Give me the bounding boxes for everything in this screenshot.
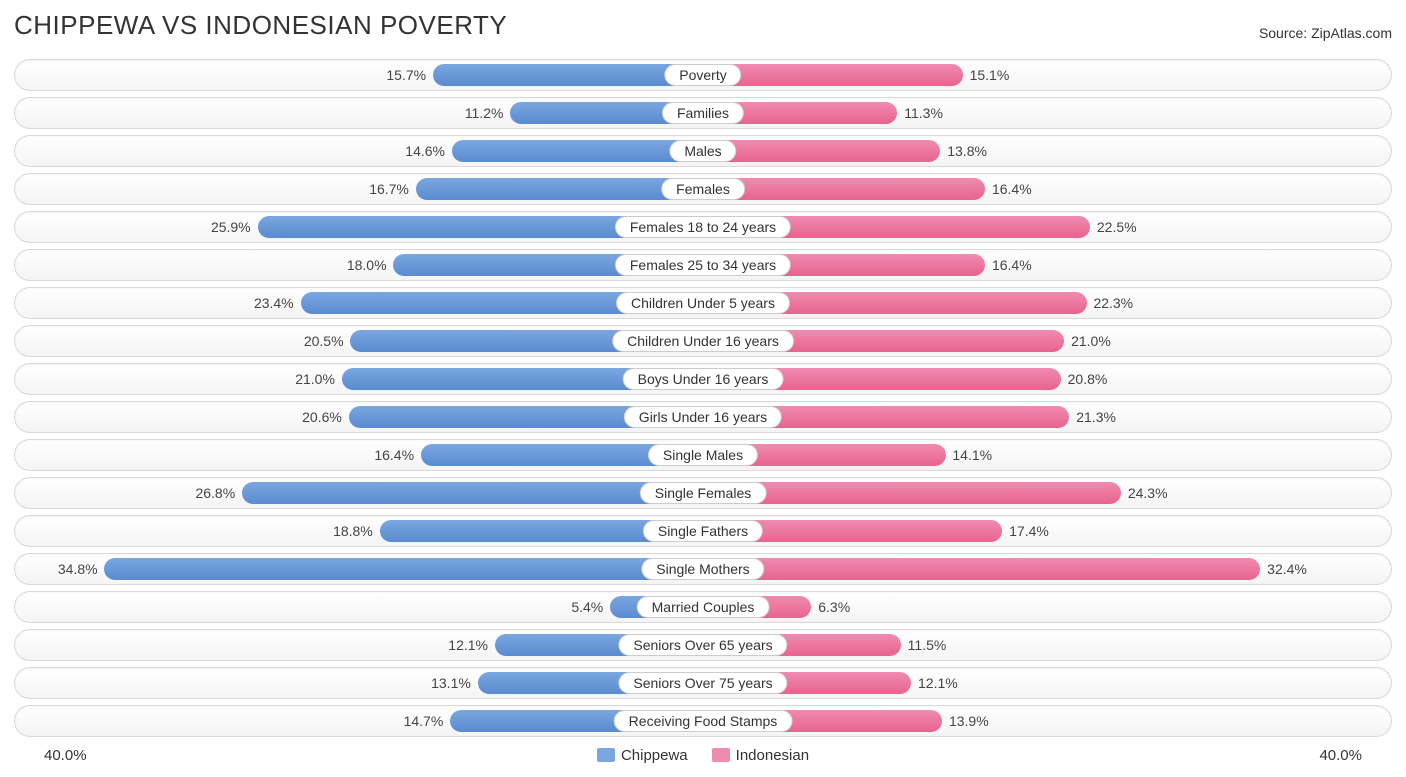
value-left: 34.8%	[58, 561, 98, 577]
category-label: Females 18 to 24 years	[615, 216, 791, 238]
chart-row: 18.8% 17.4% Single Fathers	[14, 515, 1392, 547]
value-left: 21.0%	[295, 371, 335, 387]
category-label: Single Fathers	[643, 520, 763, 542]
category-label: Seniors Over 65 years	[618, 634, 787, 656]
value-right: 17.4%	[1009, 523, 1049, 539]
legend-item-right: Indonesian	[712, 747, 809, 764]
chart-row: 16.4% 14.1% Single Males	[14, 439, 1392, 471]
value-left: 5.4%	[571, 599, 603, 615]
value-right: 13.9%	[949, 713, 989, 729]
chart-row: 20.6% 21.3% Girls Under 16 years	[14, 401, 1392, 433]
chart-row: 15.7% 15.1% Poverty	[14, 59, 1392, 91]
chart-row: 14.7% 13.9% Receiving Food Stamps	[14, 705, 1392, 737]
value-left: 18.0%	[347, 257, 387, 273]
bar-left	[242, 482, 703, 504]
value-left: 16.7%	[369, 181, 409, 197]
value-left: 20.6%	[302, 409, 342, 425]
value-left: 15.7%	[386, 67, 426, 83]
category-label: Boys Under 16 years	[623, 368, 784, 390]
category-label: Females	[661, 178, 745, 200]
value-left: 18.8%	[333, 523, 373, 539]
source-name: ZipAtlas.com	[1311, 25, 1392, 41]
value-left: 16.4%	[374, 447, 414, 463]
value-right: 22.5%	[1097, 219, 1137, 235]
category-label: Poverty	[664, 64, 741, 86]
value-right: 14.1%	[952, 447, 992, 463]
chart-body: 15.7% 15.1% Poverty 11.2% 11.3% Families 14.6%…	[14, 59, 1392, 737]
category-label: Children Under 16 years	[612, 330, 794, 352]
legend-item-left: Chippewa	[597, 747, 688, 764]
axis-max-right: 40.0%	[1319, 747, 1362, 764]
value-left: 13.1%	[431, 675, 471, 691]
chart-row: 5.4% 6.3% Married Couples	[14, 591, 1392, 623]
category-label: Seniors Over 75 years	[618, 672, 787, 694]
chart-header: CHIPPEWA VS INDONESIAN POVERTY Source: Z…	[14, 10, 1392, 41]
bar-left	[416, 178, 703, 200]
source-attribution: Source: ZipAtlas.com	[1259, 25, 1392, 41]
value-left: 14.6%	[405, 143, 445, 159]
chart-row: 23.4% 22.3% Children Under 5 years	[14, 287, 1392, 319]
chart-row: 14.6% 13.8% Males	[14, 135, 1392, 167]
value-right: 6.3%	[818, 599, 850, 615]
value-right: 32.4%	[1267, 561, 1307, 577]
chart-row: 11.2% 11.3% Families	[14, 97, 1392, 129]
chart-title: CHIPPEWA VS INDONESIAN POVERTY	[14, 10, 507, 41]
value-right: 11.5%	[908, 637, 947, 653]
value-right: 20.8%	[1068, 371, 1108, 387]
value-left: 25.9%	[211, 219, 251, 235]
source-prefix: Source:	[1259, 25, 1307, 41]
chart-row: 12.1% 11.5% Seniors Over 65 years	[14, 629, 1392, 661]
value-right: 24.3%	[1128, 485, 1168, 501]
value-right: 16.4%	[992, 181, 1032, 197]
value-right: 16.4%	[992, 257, 1032, 273]
category-label: Single Mothers	[641, 558, 764, 580]
bar-left	[104, 558, 703, 580]
chart-row: 34.8% 32.4% Single Mothers	[14, 553, 1392, 585]
value-left: 14.7%	[404, 713, 444, 729]
bar-right	[703, 64, 963, 86]
value-right: 12.1%	[918, 675, 958, 691]
bar-left	[452, 140, 703, 162]
legend-label-left: Chippewa	[621, 747, 688, 764]
bar-right	[703, 558, 1260, 580]
category-label: Receiving Food Stamps	[614, 710, 793, 732]
category-label: Families	[662, 102, 744, 124]
bar-right	[703, 178, 985, 200]
legend-swatch-left	[597, 748, 615, 762]
bar-left	[433, 64, 703, 86]
category-label: Single Males	[648, 444, 758, 466]
category-label: Children Under 5 years	[616, 292, 790, 314]
value-right: 15.1%	[970, 67, 1010, 83]
category-label: Males	[669, 140, 736, 162]
category-label: Married Couples	[637, 596, 770, 618]
chart-row: 21.0% 20.8% Boys Under 16 years	[14, 363, 1392, 395]
category-label: Single Females	[640, 482, 767, 504]
value-right: 21.0%	[1071, 333, 1111, 349]
chart-row: 13.1% 12.1% Seniors Over 75 years	[14, 667, 1392, 699]
value-left: 20.5%	[304, 333, 344, 349]
value-right: 21.3%	[1076, 409, 1116, 425]
category-label: Females 25 to 34 years	[615, 254, 791, 276]
chart-row: 26.8% 24.3% Single Females	[14, 477, 1392, 509]
legend-swatch-right	[712, 748, 730, 762]
axis-max-left: 40.0%	[44, 747, 87, 764]
chart-row: 16.7% 16.4% Females	[14, 173, 1392, 205]
chart-footer: 40.0% Chippewa Indonesian 40.0%	[14, 743, 1392, 767]
value-left: 12.1%	[448, 637, 488, 653]
value-left: 26.8%	[195, 485, 235, 501]
value-left: 11.2%	[465, 105, 504, 121]
legend-label-right: Indonesian	[736, 747, 809, 764]
value-right: 11.3%	[904, 105, 943, 121]
bar-right	[703, 140, 940, 162]
chart-row: 25.9% 22.5% Females 18 to 24 years	[14, 211, 1392, 243]
chart-row: 18.0% 16.4% Females 25 to 34 years	[14, 249, 1392, 281]
chart-row: 20.5% 21.0% Children Under 16 years	[14, 325, 1392, 357]
value-right: 13.8%	[947, 143, 987, 159]
category-label: Girls Under 16 years	[624, 406, 782, 428]
legend: Chippewa Indonesian	[597, 747, 809, 764]
value-left: 23.4%	[254, 295, 294, 311]
value-right: 22.3%	[1093, 295, 1133, 311]
